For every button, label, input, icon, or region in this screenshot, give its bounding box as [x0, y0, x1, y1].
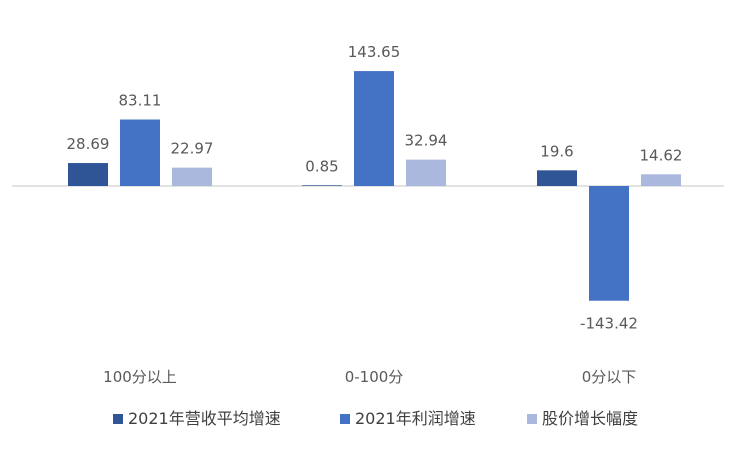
data-label-series-3-category-2: 32.94: [405, 132, 448, 150]
data-label-series-3-category-1: 22.97: [171, 140, 214, 158]
bar-series-1-category-3: [537, 170, 577, 186]
legend-swatch-1: [113, 414, 123, 424]
bar-series-3-category-3: [641, 174, 681, 186]
category-label-1: 100分以上: [103, 368, 177, 386]
data-label-series-2-category-2: 143.65: [348, 43, 401, 61]
legend-swatch-3: [527, 414, 537, 424]
data-label-series-2-category-1: 83.11: [119, 92, 162, 110]
legend-swatch-2: [340, 414, 350, 424]
data-label-series-1-category-1: 28.69: [67, 135, 110, 153]
bar-series-1-category-1: [68, 163, 108, 186]
category-label-3: 0分以下: [582, 368, 637, 386]
data-label-series-1-category-3: 19.6: [540, 142, 573, 160]
bar-series-2-category-1: [120, 119, 160, 186]
bar-series-1-category-2: [302, 185, 342, 186]
bar-series-2-category-3: [589, 186, 629, 301]
data-label-series-2-category-3: -143.42: [580, 315, 638, 333]
legend-entry-2: 2021年利润增速: [355, 409, 476, 428]
legend-entry-1: 2021年营收平均增速: [128, 409, 281, 428]
data-label-series-3-category-3: 14.62: [640, 146, 683, 164]
bar-series-3-category-1: [172, 167, 212, 186]
bar-series-3-category-2: [406, 159, 446, 186]
data-label-series-1-category-2: 0.85: [305, 157, 338, 175]
bar-series-2-category-2: [354, 71, 394, 186]
category-label-2: 0-100分: [345, 368, 404, 386]
legend-entry-3: 股价增长幅度: [542, 409, 638, 428]
